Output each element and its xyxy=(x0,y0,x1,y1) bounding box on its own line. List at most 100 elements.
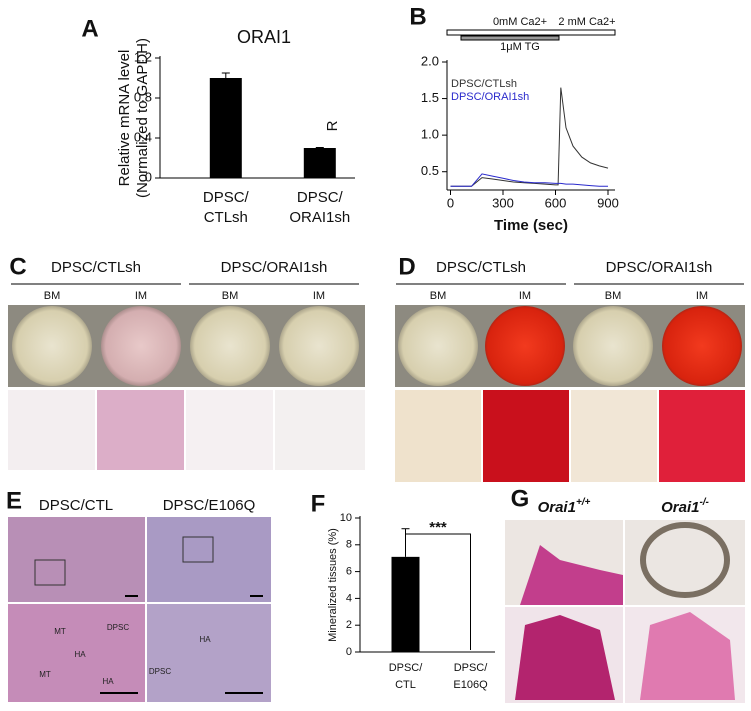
label: E106Q xyxy=(453,679,488,691)
label: 600 xyxy=(545,195,567,210)
label: CTL xyxy=(395,679,416,691)
label: 0.4 xyxy=(134,129,152,144)
label: ORAI1 xyxy=(237,27,291,47)
label: HA xyxy=(74,650,86,659)
panel-e-images xyxy=(8,517,271,702)
genotype-label: Orai1+/+ xyxy=(538,497,591,516)
label: IM xyxy=(519,290,531,302)
label: R xyxy=(324,120,341,131)
micrograph xyxy=(483,390,569,482)
label: (Normalized to GAPDH) xyxy=(134,38,151,198)
label: DPSC/CTLsh xyxy=(51,259,141,276)
label: 1.2 xyxy=(134,49,152,64)
label: 0 xyxy=(145,169,152,184)
label: HA xyxy=(199,635,211,644)
panel-c-images xyxy=(8,305,365,470)
label: ORAI1sh xyxy=(289,209,350,226)
label: DPSC/CTL xyxy=(39,497,113,514)
panel-d-images xyxy=(395,305,745,482)
label: D xyxy=(398,253,415,280)
label: IM xyxy=(135,290,147,302)
label: *** xyxy=(429,519,447,536)
well xyxy=(279,306,359,386)
well xyxy=(398,306,478,386)
label: 0.5 xyxy=(421,163,439,178)
label: BM xyxy=(430,290,447,302)
micrograph xyxy=(659,390,745,482)
label: DPSC/ORAI1sh xyxy=(451,91,529,103)
label: 2 mM Ca2+ xyxy=(558,16,615,28)
label: G xyxy=(511,485,530,512)
well xyxy=(662,306,742,386)
tissue xyxy=(640,522,730,598)
significance-bracket xyxy=(405,533,471,650)
well xyxy=(190,306,270,386)
label: DPSC/ xyxy=(203,189,250,206)
label: 1.0 xyxy=(421,127,439,142)
label: Mineralized tissues (%) xyxy=(327,528,339,642)
label: DPSC/ xyxy=(389,662,424,674)
bar xyxy=(209,78,242,178)
label: 900 xyxy=(597,195,619,210)
micrograph xyxy=(275,390,365,470)
label: 4 xyxy=(346,592,352,604)
label: Relative mRNA level xyxy=(116,50,133,187)
label: 0mM Ca2+ xyxy=(493,16,547,28)
label: DPSC/CTLsh xyxy=(451,78,517,90)
label: E xyxy=(6,487,22,514)
label: 1.5 xyxy=(421,90,439,105)
label: IM xyxy=(313,290,325,302)
tissue xyxy=(520,545,623,605)
label: DPSC xyxy=(149,667,171,676)
label: DPSC/ORAI1sh xyxy=(221,259,328,276)
label: 0 xyxy=(346,646,352,658)
label: MT xyxy=(39,670,51,679)
label: Time (sec) xyxy=(494,217,568,234)
genotype: -/- xyxy=(699,497,709,508)
label: F xyxy=(311,490,326,517)
label: CTLsh xyxy=(204,209,248,226)
micrograph xyxy=(8,604,145,702)
protocol-bar xyxy=(446,29,616,36)
label: DPSC xyxy=(107,623,129,632)
series-line xyxy=(450,173,608,187)
label: A xyxy=(81,15,98,42)
label: DPSC/ xyxy=(297,189,344,206)
label: DPSC/CTLsh xyxy=(436,259,526,276)
micrograph xyxy=(147,604,271,702)
protocol-bar xyxy=(460,35,560,41)
micrograph xyxy=(97,390,184,470)
label: C xyxy=(9,253,26,280)
label: 6 xyxy=(346,566,352,578)
well xyxy=(101,306,181,386)
micrograph xyxy=(8,390,95,470)
label: B xyxy=(409,3,426,30)
label: 2.0 xyxy=(421,53,439,68)
label: BM xyxy=(222,290,239,302)
micrograph xyxy=(147,517,271,602)
label: BM xyxy=(605,290,622,302)
label: IM xyxy=(696,290,708,302)
label: 2 xyxy=(346,619,352,631)
bar xyxy=(303,148,336,178)
tissue xyxy=(515,615,615,700)
label: 0.8 xyxy=(134,89,152,104)
label: 1μM TG xyxy=(500,41,540,53)
bar xyxy=(391,556,420,652)
micrograph xyxy=(186,390,273,470)
label: DPSC/ xyxy=(454,662,489,674)
well xyxy=(485,306,565,386)
well xyxy=(573,306,653,386)
well xyxy=(12,306,92,386)
genotype-label: Orai1-/- xyxy=(661,497,709,516)
label: 0 xyxy=(447,195,454,210)
genotype: +/+ xyxy=(576,497,591,508)
micrograph xyxy=(571,390,657,482)
label: 10 xyxy=(340,512,352,524)
micrograph xyxy=(8,517,145,602)
series-line xyxy=(450,87,609,187)
label: BM xyxy=(44,290,61,302)
label: DPSC/ORAI1sh xyxy=(606,259,713,276)
label: MT xyxy=(54,627,66,636)
